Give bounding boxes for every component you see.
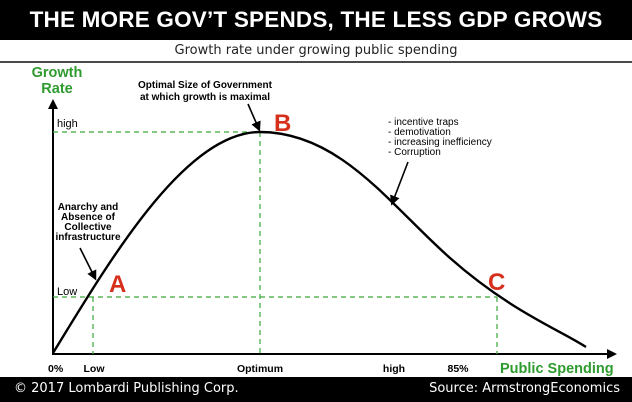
chart-subtitle: Growth rate under growing public spendin… [174,43,458,58]
annotation-anarchy-line4: infrastructure [55,232,120,243]
divider [0,61,632,63]
annotation-list-item1: - incentive traps [388,117,459,128]
growth-curve [51,130,587,354]
x-tick-optimum: Optimum [237,363,283,375]
annotation-anarchy-line3: Collective [64,222,112,233]
arrow-optimal [247,103,261,132]
arrow-list [390,161,409,206]
point-label-b: B [274,110,291,137]
title-banner: THE MORE GOV’T SPENDS, THE LESS GDP GROW… [0,0,632,40]
x-tick-85: 85% [447,363,469,375]
point-label-a: A [109,271,126,298]
copyright-text: © 2017 Lombardi Publishing Corp. [14,381,239,396]
x-axis-label: Public Spending [500,361,614,377]
source-text: Source: ArmstrongEconomics [429,381,620,396]
annotation-anarchy-line2: Absence of [61,212,116,223]
y-axis-label-line2: Rate [41,81,72,97]
annotation-optimal-line2: at which growth is maximal [140,92,270,103]
annotation-list-item4: - Corruption [388,147,441,158]
y-tick-high: high [57,118,78,130]
subtitle-bar: Growth rate under growing public spendin… [0,40,632,61]
chart-canvas: Growth Rate Public Spending high Low 0% … [32,65,617,377]
guide-lines [53,131,498,354]
annotation-optimal-line1: Optimal Size of Government [138,80,273,91]
x-tick-high: high [383,363,405,375]
footer-bar: © 2017 Lombardi Publishing Corp. Source:… [0,377,632,402]
arrow-anarchy [79,247,97,281]
point-label-c: C [488,269,505,296]
y-axis-label-line1: Growth [32,65,83,81]
annotation-anarchy-line1: Anarchy and [58,202,119,213]
banner-title: THE MORE GOV’T SPENDS, THE LESS GDP GROW… [29,7,603,32]
y-tick-low: Low [57,286,77,298]
x-tick-low: Low [84,363,106,375]
x-tick-0: 0% [48,363,64,375]
annotation-list-item3: - increasing inefficiency [388,137,492,148]
annotation-list-item2: - demotivation [388,127,451,138]
